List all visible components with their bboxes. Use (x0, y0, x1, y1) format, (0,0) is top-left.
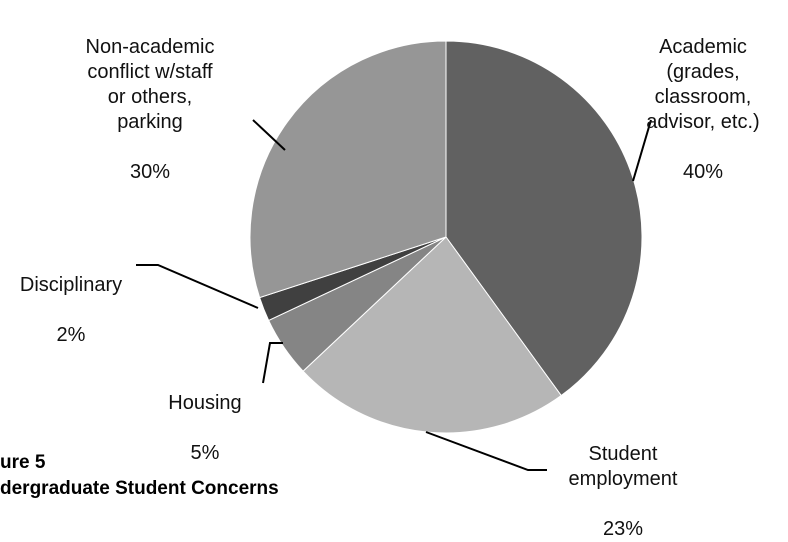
label-non-academic: Non-academic conflict w/staff or others,… (55, 10, 245, 185)
label-academic-name: Academic (grades, classroom, advisor, et… (646, 36, 760, 133)
leader-disciplinary (136, 264, 259, 309)
label-housing-name: Housing (168, 392, 242, 414)
label-non-academic-percent: 30% (129, 161, 171, 183)
label-student-employment-percent: 23% (602, 518, 644, 540)
pie-chart (136, 40, 652, 471)
slice-non-academic (249, 40, 447, 299)
label-student-employment-name: Student employment (568, 443, 678, 490)
label-disciplinary: Disciplinary 2% (6, 248, 136, 348)
leader-non-academic (252, 119, 286, 151)
label-disciplinary-percent: 2% (56, 324, 86, 346)
figure-title: dergraduate Student Concerns (0, 478, 279, 499)
chart-area: Academic (grades, classroom, advisor, et… (0, 10, 778, 540)
label-disciplinary-name: Disciplinary (19, 274, 123, 296)
label-housing-percent: 5% (190, 442, 220, 464)
leader-student-employment (425, 431, 547, 471)
label-academic-percent: 40% (682, 161, 724, 183)
leader-academic (632, 119, 652, 182)
slice-academic (445, 40, 643, 397)
label-student-employment: Student employment 23% (548, 417, 698, 542)
label-housing: Housing 5% (150, 366, 260, 466)
label-non-academic-name: Non-academic conflict w/staff or others,… (85, 36, 215, 133)
label-academic: Academic (grades, classroom, advisor, et… (628, 10, 778, 185)
figure-label: ure 5 (0, 452, 46, 473)
leader-housing (262, 342, 283, 384)
